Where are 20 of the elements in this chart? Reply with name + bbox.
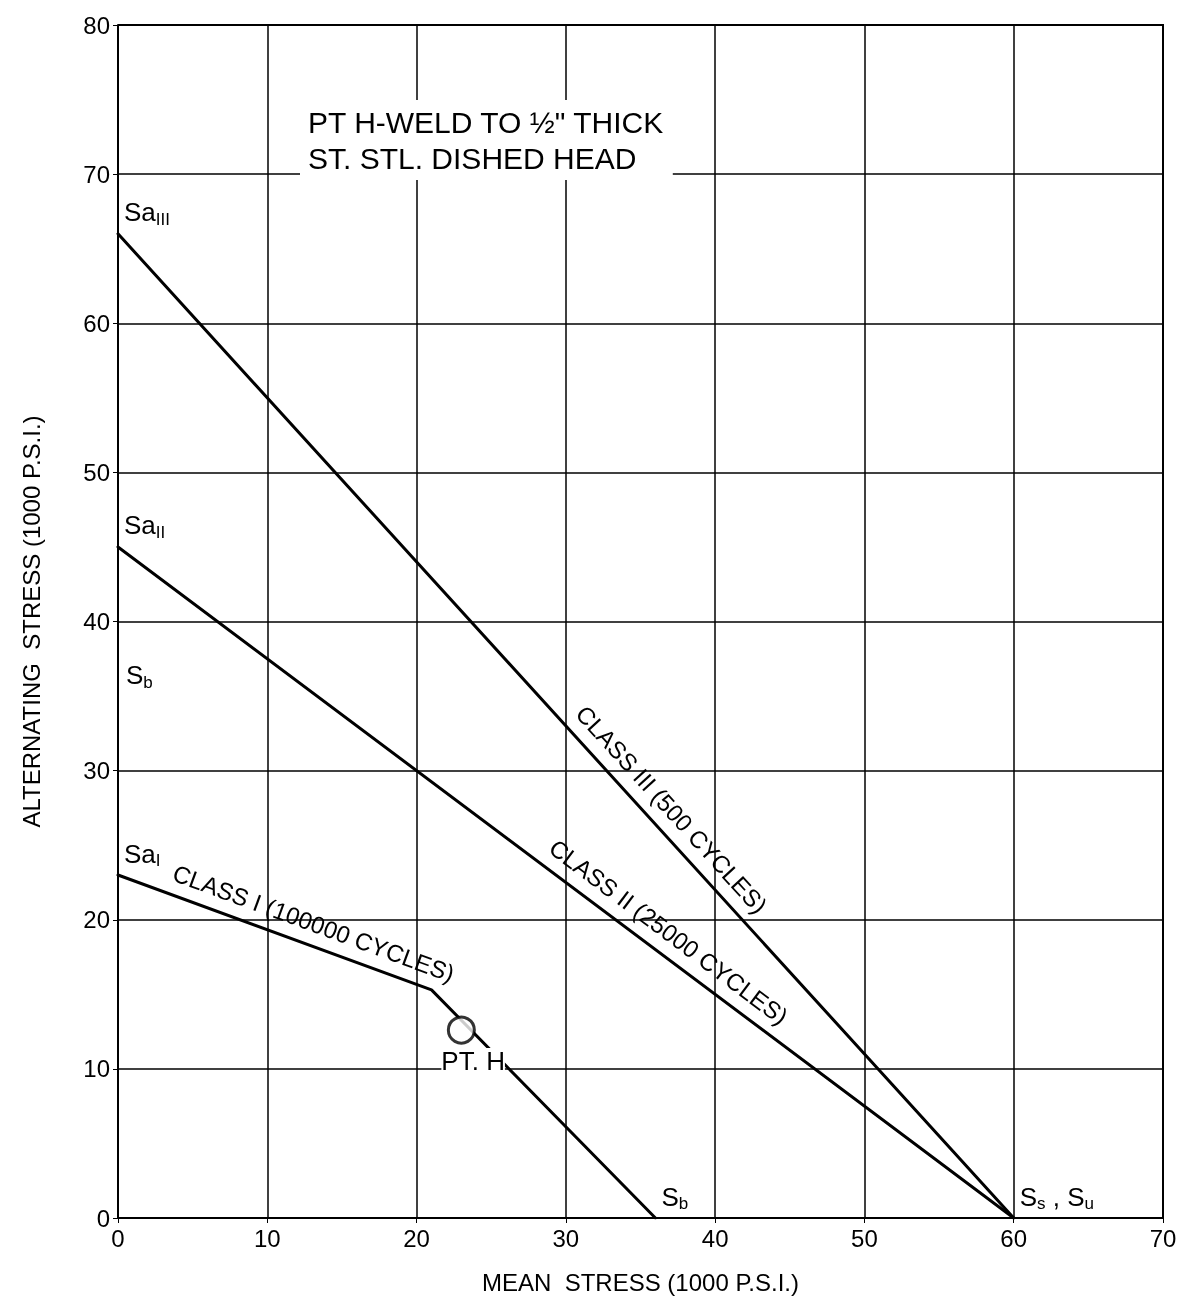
y-tick-label: 80 bbox=[83, 11, 110, 39]
y-tick-label: 10 bbox=[83, 1055, 110, 1083]
y-tick-label: 0 bbox=[96, 1204, 110, 1232]
annotation: PT. H bbox=[441, 1046, 505, 1077]
x-tick-label: 50 bbox=[851, 1224, 878, 1252]
x-tick-label: 40 bbox=[701, 1224, 729, 1252]
x-tick-label: 70 bbox=[1149, 1224, 1177, 1252]
x-tick-label: 20 bbox=[403, 1224, 430, 1252]
y-tick-label: 30 bbox=[83, 757, 110, 785]
y-axis-title: ALTERNATING STRESS (1000 P.S.I.) bbox=[17, 415, 45, 828]
y-tick-label: 70 bbox=[83, 160, 110, 188]
x-tick-label: 60 bbox=[1000, 1224, 1028, 1252]
y-tick-label: 60 bbox=[83, 309, 110, 337]
y-tick-label: 20 bbox=[83, 906, 110, 934]
y-tick-label: 40 bbox=[83, 608, 110, 635]
x-tick-label: 30 bbox=[552, 1224, 580, 1252]
text: PT H-WELD TO ½" THICK ST. STL. DISHED HEAD bbox=[308, 105, 664, 175]
x-tick-label: 10 bbox=[253, 1224, 281, 1252]
x-axis-title: MEAN STRESS (1000 P.S.I.) bbox=[481, 1268, 800, 1296]
y-tick-label: 50 bbox=[83, 458, 110, 486]
